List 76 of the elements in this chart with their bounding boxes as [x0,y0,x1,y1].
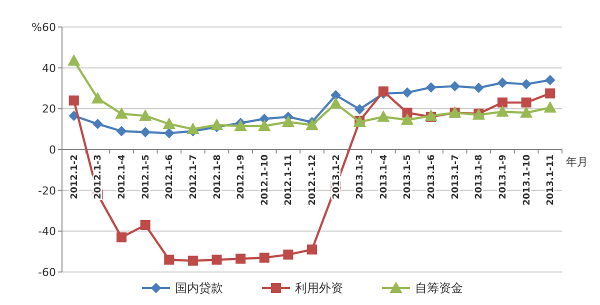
point [140,127,150,138]
point [306,119,318,130]
point [210,119,223,130]
point [354,104,365,114]
point [307,244,317,255]
point [497,98,508,108]
point [140,220,150,230]
x-tick-label: 2013.1-3 [356,154,366,200]
x-tick-label: 2012.1-7 [188,154,199,200]
point [212,254,222,265]
x-tick-label: 2013.1-8 [474,154,485,200]
point [378,86,388,96]
x-tick-label: 2012.1-6 [165,154,176,200]
point [68,96,79,106]
point [521,79,532,90]
point [164,128,174,138]
point [497,78,508,88]
point [496,106,508,117]
x-tick-label: 2012.1-9 [236,154,247,200]
x-tick-label: 2013.1-6 [427,154,438,200]
point [164,254,174,265]
y-tick-label: 0 [49,144,56,156]
point [520,106,532,118]
legend-label: 自筹资金 [415,281,463,295]
x-tick-label: 2013.1-9 [498,154,508,200]
x-tick-label: 2012.1-2 [70,154,80,200]
x-tick-label: 2013.1-5 [403,154,414,200]
x-tick-label: 2012.1-10 [260,154,270,206]
point [402,88,412,98]
point [116,108,128,119]
point [544,102,556,113]
point [474,82,484,93]
x-tick-label: 2013.1-4 [379,154,390,200]
x-tick-label: 2012.1-12 [308,154,318,206]
point [521,98,532,108]
point [116,232,127,242]
y-tick-label: 20 [42,102,56,116]
point [282,116,294,127]
point [92,118,103,129]
x-tick-label: 2013.1-10 [522,154,532,206]
y-tick-label: -20 [38,184,56,198]
point [234,120,247,132]
x-tick-label: 2012.1-5 [141,154,152,200]
legend-label: 利用外资 [295,281,343,295]
point [236,254,246,264]
point [188,256,198,266]
x-tick-label: 2013.1-2 [332,154,342,200]
x-tick-label: 2012.1-4 [118,154,128,200]
y-tick-label: -40 [38,225,56,238]
legend-label: 国内贷款 [175,281,223,295]
point [92,92,104,104]
point [330,90,341,100]
x-tick-label: 2012.1-11 [284,154,294,206]
y-tick-label: 40 [42,62,56,75]
point [116,126,127,136]
point [259,252,270,263]
point [163,118,176,129]
point [283,250,294,260]
y-tick-label: -60 [38,266,56,279]
y-tick-label: %60 [32,21,56,34]
point [139,110,152,121]
point [450,81,460,92]
x-tick-label: 2012.1-3 [94,154,104,200]
point [186,123,199,134]
point [545,88,556,98]
x-tick-label: 2013.1-11 [546,154,556,206]
point [401,114,414,125]
x-tick-label: 2013.1-7 [450,154,461,200]
x-axis-title: 年月 [566,156,588,168]
point [545,75,556,86]
x-tick-label: 2012.1-8 [212,154,223,200]
point [258,120,270,132]
point [426,82,436,92]
point [68,54,80,66]
point [377,110,390,122]
point [330,98,342,109]
